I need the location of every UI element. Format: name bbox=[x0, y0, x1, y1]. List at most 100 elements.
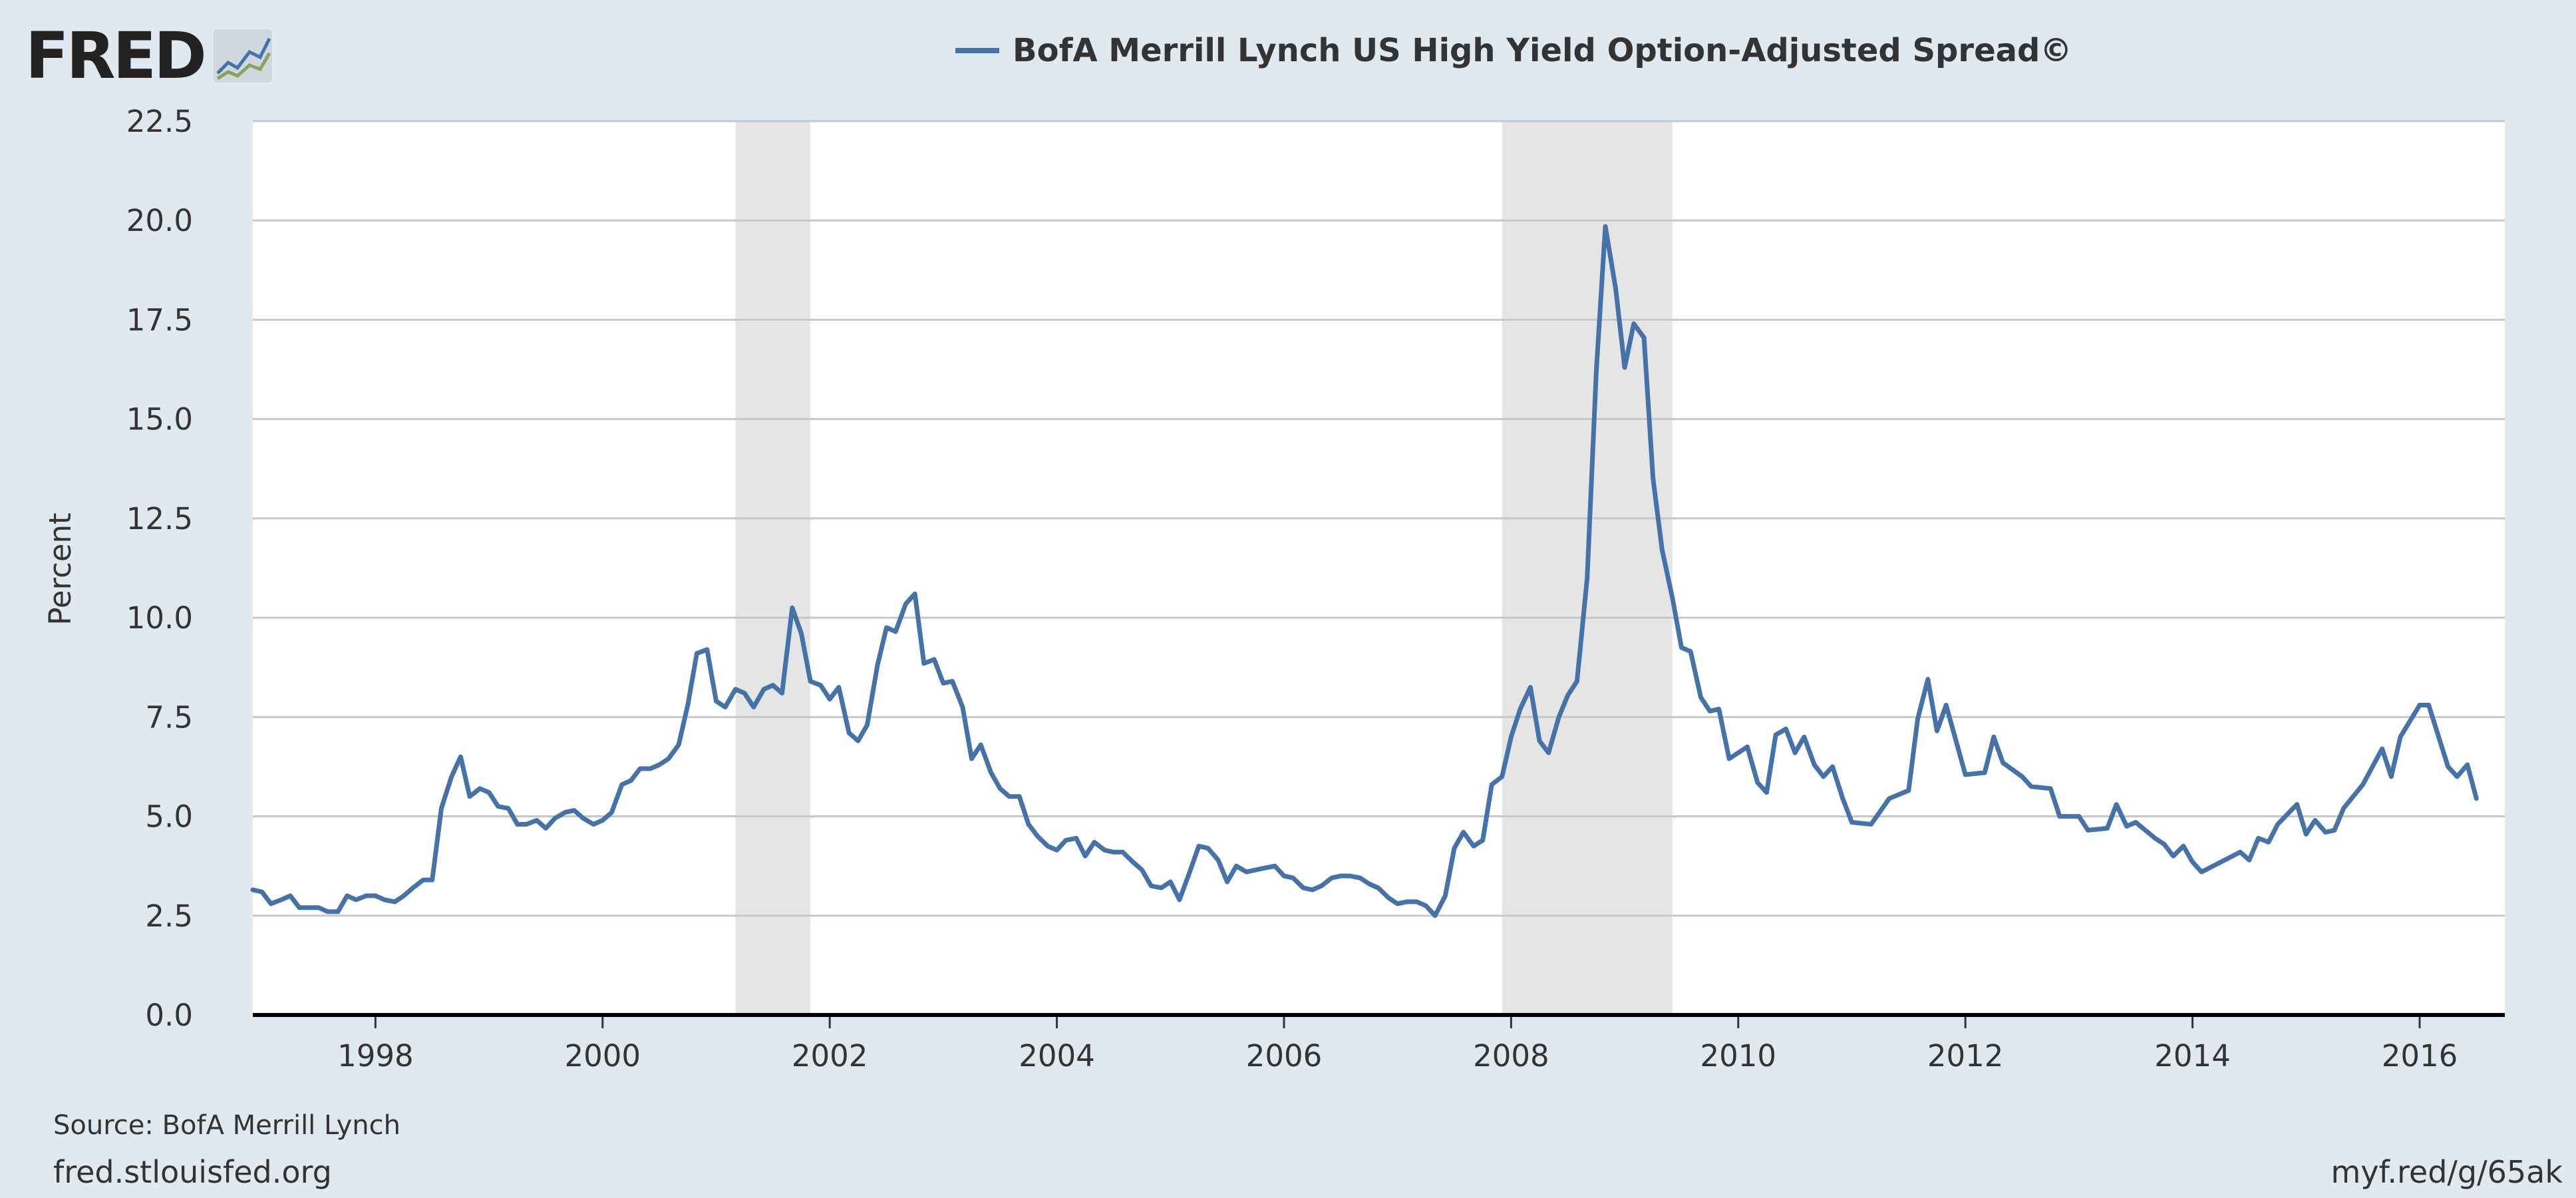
data-point bbox=[950, 679, 955, 684]
data-point bbox=[297, 905, 301, 910]
data-point bbox=[2020, 774, 2024, 779]
y-axis-label: Percent bbox=[43, 512, 78, 625]
data-point bbox=[714, 699, 719, 703]
data-point bbox=[780, 691, 784, 696]
plot-background bbox=[253, 121, 2505, 1015]
data-point bbox=[1064, 838, 1068, 843]
data-point bbox=[2238, 850, 2243, 855]
data-point bbox=[1708, 709, 1712, 713]
data-point bbox=[657, 762, 662, 767]
data-point bbox=[2105, 826, 2110, 831]
data-point bbox=[2465, 762, 2470, 767]
data-point bbox=[875, 663, 880, 668]
data-point bbox=[629, 778, 633, 783]
y-tick-label: 2.5 bbox=[145, 898, 193, 934]
data-point bbox=[2266, 840, 2271, 845]
data-point bbox=[1983, 770, 1987, 775]
data-point bbox=[1906, 788, 1911, 793]
data-point bbox=[364, 893, 369, 898]
x-tick-label: 2012 bbox=[1927, 1038, 2004, 1074]
data-point bbox=[600, 818, 605, 823]
data-point bbox=[1812, 762, 1817, 767]
data-point bbox=[2114, 802, 2119, 807]
data-point bbox=[2076, 814, 2081, 819]
data-point bbox=[449, 774, 454, 779]
y-tick-label: 12.5 bbox=[126, 501, 193, 536]
data-point bbox=[2134, 820, 2138, 825]
data-point bbox=[1830, 764, 1835, 769]
x-tick-label: 2014 bbox=[2154, 1038, 2231, 1074]
data-point bbox=[2474, 796, 2479, 801]
data-point bbox=[1035, 834, 1040, 839]
data-point bbox=[2199, 870, 2204, 875]
data-point bbox=[1509, 735, 1514, 739]
data-point bbox=[865, 723, 870, 727]
x-tick-label: 2004 bbox=[1019, 1038, 1095, 1074]
data-point bbox=[1386, 895, 1391, 900]
data-point bbox=[1358, 876, 1363, 881]
data-point bbox=[383, 897, 387, 902]
data-point bbox=[259, 889, 264, 894]
data-point bbox=[856, 739, 860, 743]
data-point bbox=[1755, 780, 1760, 785]
source-note: Source: BofA Merrill Lynch bbox=[53, 1110, 401, 1141]
x-tick-label: 2016 bbox=[2382, 1038, 2458, 1074]
data-point bbox=[1310, 887, 1315, 892]
fred-logo[interactable]: FRED bbox=[25, 23, 272, 89]
y-tick-label: 15.0 bbox=[126, 402, 193, 437]
data-point bbox=[506, 806, 511, 811]
data-point bbox=[1925, 677, 1930, 682]
data-point bbox=[884, 626, 889, 630]
site-url[interactable]: fred.stlouisfed.org bbox=[53, 1154, 332, 1190]
short-link[interactable]: myf.red/g/65ak bbox=[2331, 1154, 2563, 1190]
data-point bbox=[1631, 321, 1636, 326]
data-point bbox=[458, 755, 463, 759]
data-point bbox=[439, 806, 444, 811]
data-point bbox=[1585, 576, 1589, 580]
chart-legend: BofA Merrill Lynch US High Yield Option-… bbox=[955, 32, 2072, 69]
x-tick-label: 2010 bbox=[1700, 1038, 1777, 1074]
data-point bbox=[998, 786, 1003, 791]
data-point bbox=[1793, 751, 1798, 755]
data-point bbox=[1575, 679, 1579, 684]
data-point bbox=[1660, 548, 1665, 552]
x-tick-label: 2006 bbox=[1246, 1038, 1323, 1074]
data-point bbox=[1500, 774, 1504, 779]
data-point bbox=[1689, 649, 1693, 654]
data-point bbox=[1461, 830, 1466, 835]
data-point bbox=[742, 691, 747, 696]
x-tick-label: 2000 bbox=[564, 1038, 641, 1074]
data-point bbox=[1168, 880, 1173, 885]
data-point bbox=[1546, 751, 1551, 755]
data-point bbox=[1234, 864, 1239, 869]
data-point bbox=[1206, 846, 1210, 851]
data-point bbox=[1196, 844, 1201, 849]
data-point bbox=[2086, 828, 2090, 833]
data-point bbox=[1339, 874, 1343, 879]
data-point bbox=[1111, 850, 1116, 855]
data-point bbox=[2389, 774, 2394, 779]
data-point bbox=[609, 810, 614, 815]
data-point bbox=[345, 893, 349, 898]
data-point bbox=[288, 893, 293, 898]
data-point bbox=[269, 901, 273, 906]
gridlines bbox=[253, 120, 2505, 917]
data-point bbox=[913, 592, 917, 596]
data-point bbox=[2190, 860, 2195, 865]
data-point bbox=[1716, 707, 1721, 711]
data-point bbox=[1698, 695, 1703, 699]
data-point bbox=[1472, 844, 1476, 849]
data-point bbox=[1319, 884, 1324, 889]
data-point bbox=[2171, 854, 2175, 859]
recession-bands bbox=[735, 121, 1673, 1015]
recession-band-0 bbox=[735, 121, 811, 1015]
data-point bbox=[1887, 796, 1891, 801]
data-point bbox=[723, 705, 728, 709]
data-point bbox=[836, 685, 841, 690]
data-point bbox=[572, 808, 577, 813]
data-point bbox=[1651, 477, 1655, 481]
data-point bbox=[1414, 899, 1419, 904]
x-tick-label: 1998 bbox=[337, 1038, 414, 1074]
data-point bbox=[1840, 796, 1845, 801]
